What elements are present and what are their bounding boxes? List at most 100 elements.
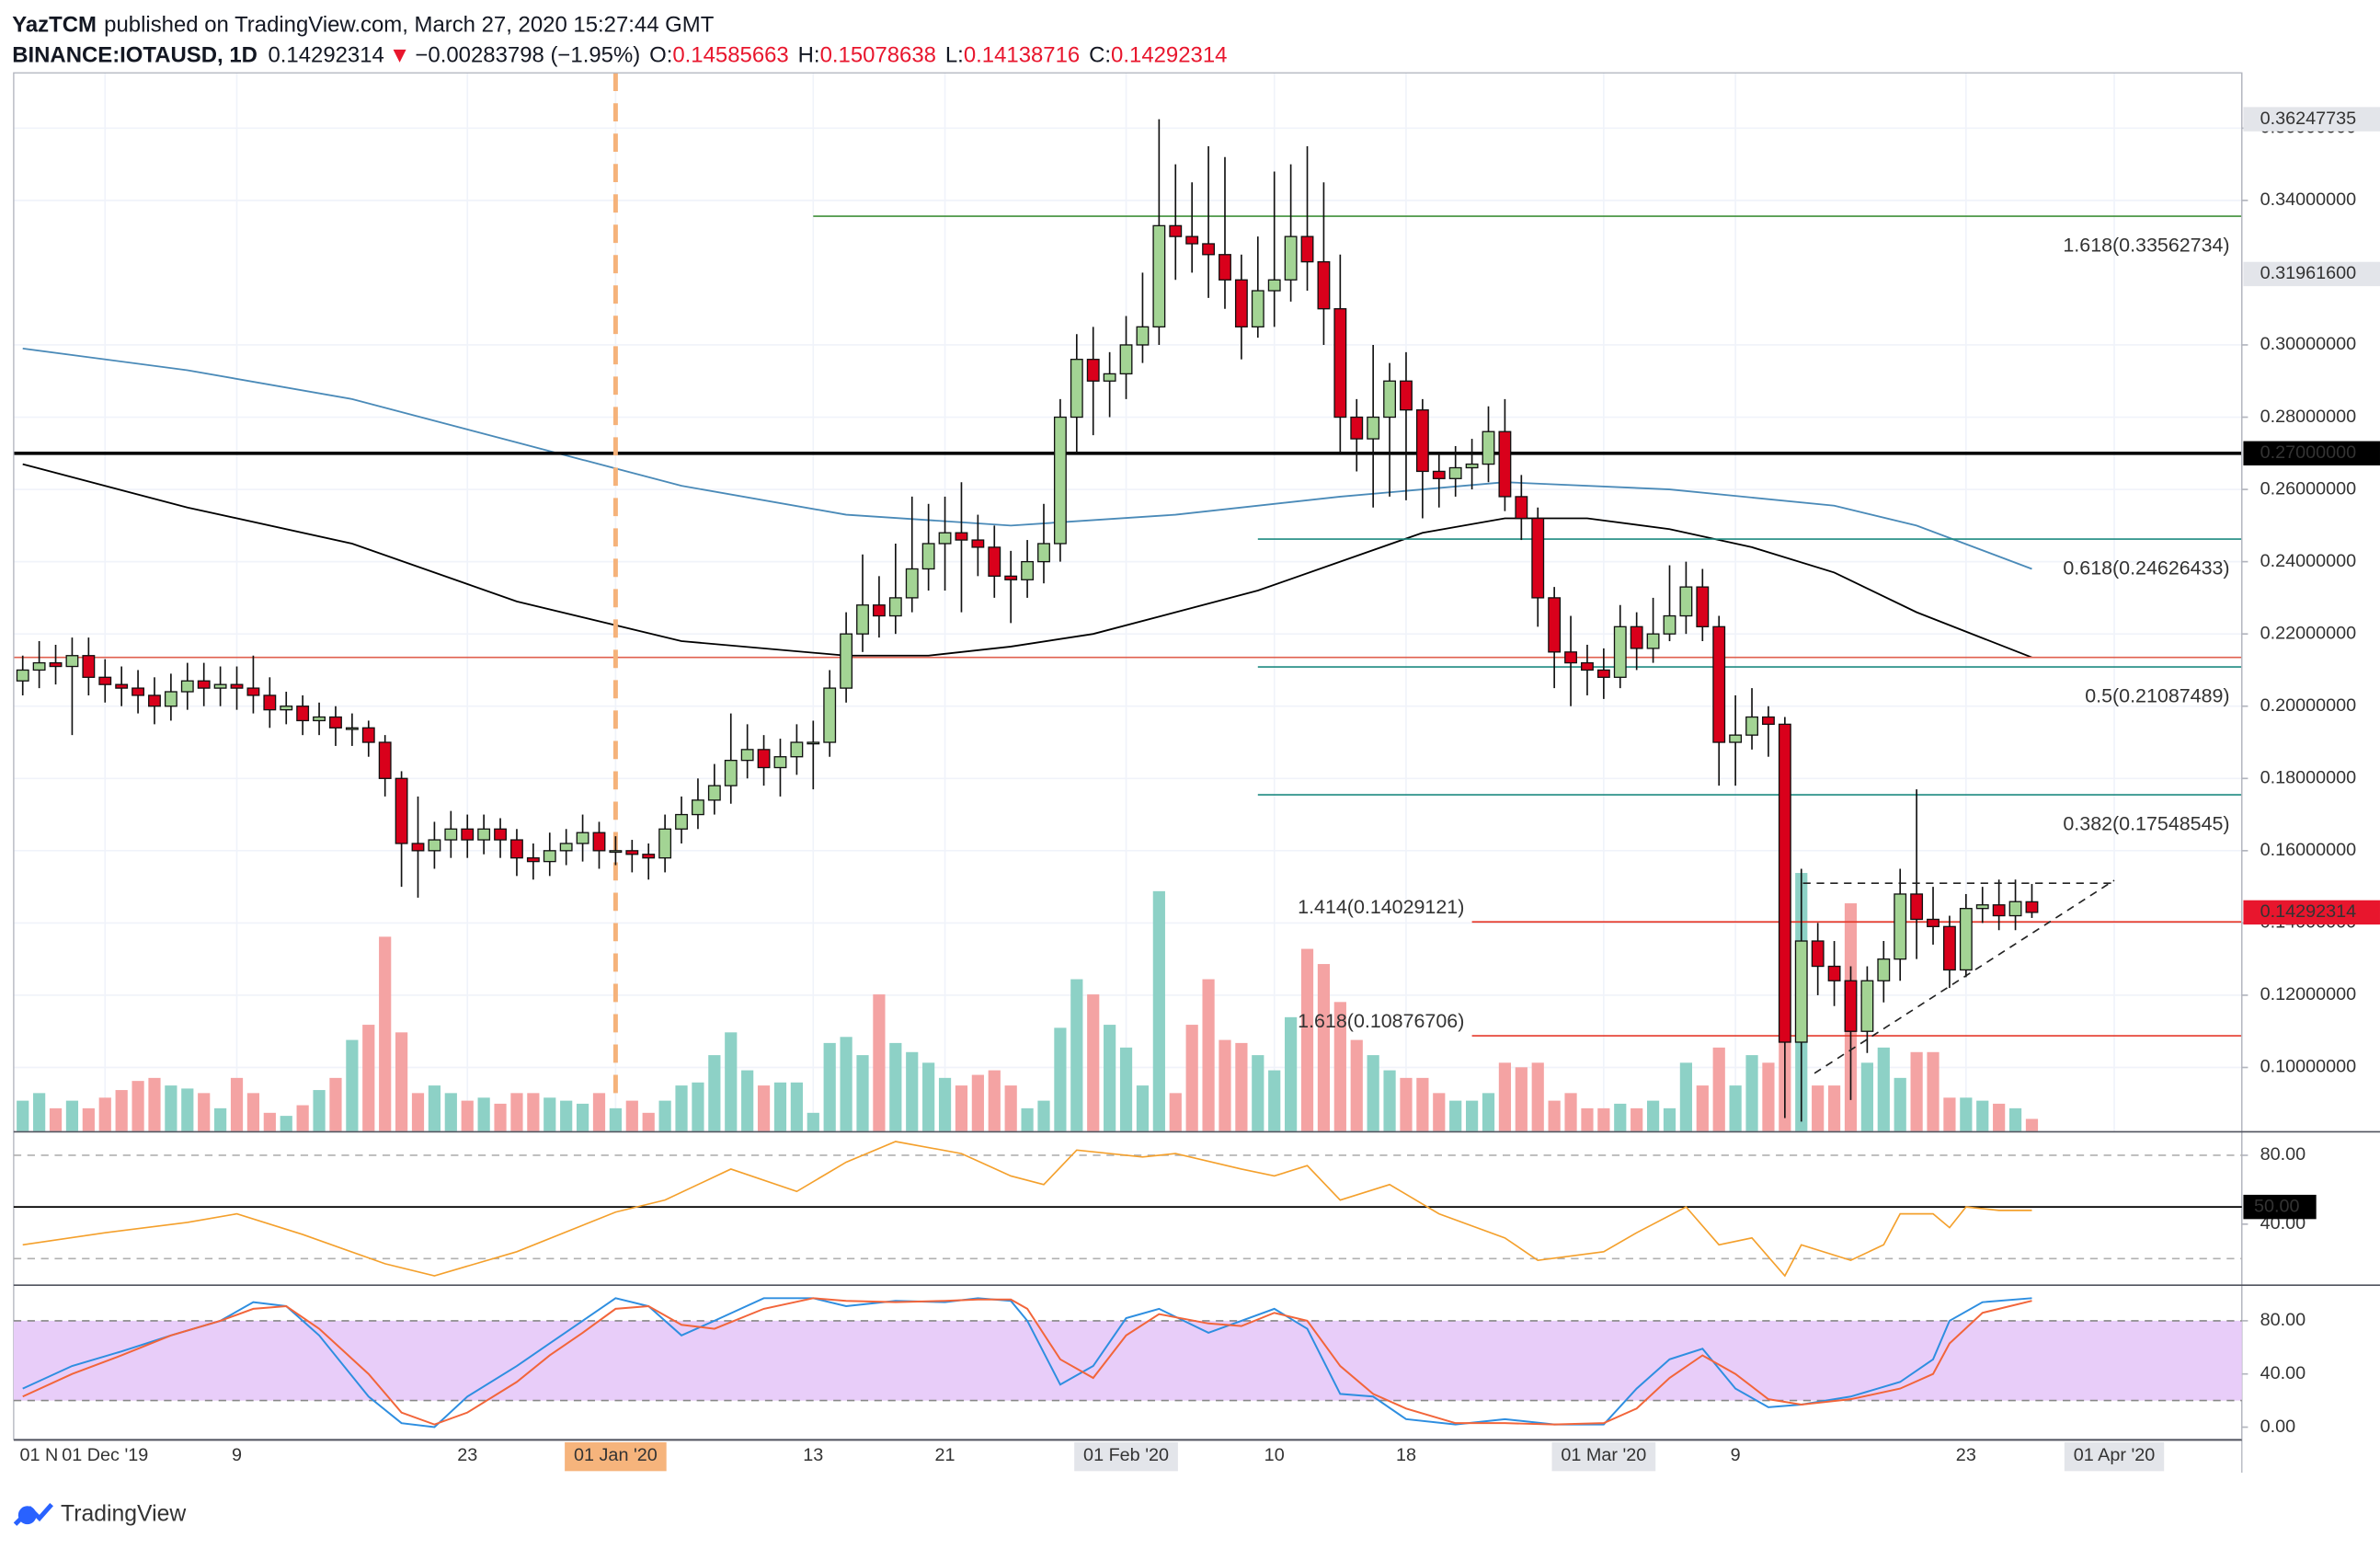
volume-bar bbox=[1745, 1055, 1758, 1131]
stoch-line bbox=[22, 1297, 2032, 1429]
candle-body bbox=[1564, 651, 1577, 664]
header-line-2: BINANCE:IOTAUSD, 1D 0.14292314 ▼ −0.0028379… bbox=[12, 43, 1227, 68]
candle-body bbox=[1267, 279, 1281, 292]
volume-bar bbox=[1070, 979, 1083, 1131]
volume-bar bbox=[1202, 979, 1215, 1131]
volume-bar bbox=[1877, 1047, 1890, 1131]
volume-bar bbox=[1927, 1051, 1939, 1131]
volume-bar bbox=[1037, 1100, 1050, 1131]
fib-level-label: 0.5(0.21087489) bbox=[2085, 685, 2229, 707]
candle-body bbox=[1136, 326, 1150, 346]
x-tick-label: 21 bbox=[935, 1445, 955, 1465]
candle-body bbox=[1581, 661, 1594, 671]
volume-bar bbox=[1498, 1062, 1512, 1131]
ohlc-value: 0.14292314 bbox=[1111, 43, 1227, 68]
volume-bar bbox=[741, 1070, 754, 1131]
volume-bar bbox=[346, 1039, 359, 1131]
ohlc-key: H: bbox=[798, 43, 820, 68]
volume-bar bbox=[49, 1107, 63, 1131]
volume-bar bbox=[165, 1085, 177, 1131]
stoch-tick-label: 40.00 bbox=[2260, 1363, 2306, 1383]
candle-body bbox=[872, 604, 886, 617]
candle-body bbox=[1927, 918, 1939, 927]
candle-body bbox=[823, 687, 837, 743]
volume-bar bbox=[658, 1100, 671, 1131]
volume-bar bbox=[1631, 1107, 1643, 1131]
candle-body bbox=[1877, 958, 1891, 981]
price-label: 0.36247735 bbox=[2260, 109, 2357, 129]
volume-bar bbox=[725, 1032, 738, 1131]
candle-body bbox=[1415, 409, 1429, 473]
volume-bar bbox=[1400, 1077, 1413, 1131]
x-tick-label: 01 Feb '20 bbox=[1083, 1445, 1169, 1465]
candle-body bbox=[1794, 940, 1808, 1043]
x-tick-label: 23 bbox=[1956, 1445, 1976, 1465]
candle-body bbox=[1482, 430, 1495, 465]
candle-body bbox=[1152, 224, 1166, 327]
rsi-line bbox=[22, 1141, 2032, 1278]
volume-bar bbox=[1416, 1077, 1429, 1131]
last-price: 0.14292314 bbox=[268, 43, 383, 68]
footer-logo bbox=[13, 1502, 53, 1526]
candle-body bbox=[115, 683, 129, 689]
volume-bar bbox=[1317, 964, 1331, 1131]
volume-bar bbox=[971, 1074, 984, 1131]
volume-bar bbox=[922, 1062, 935, 1131]
candle-body bbox=[888, 597, 902, 617]
candle-body bbox=[807, 741, 820, 745]
candle-body bbox=[197, 680, 211, 689]
volume-bar bbox=[840, 1037, 852, 1131]
y-tick-label: 0.22000000 bbox=[2260, 623, 2357, 643]
volume-bar bbox=[592, 1093, 606, 1131]
candle-body bbox=[1992, 904, 2006, 917]
fib-level-label: 1.618(0.33562734) bbox=[2063, 235, 2229, 257]
price-pane bbox=[13, 73, 2242, 1131]
candle-body bbox=[1679, 586, 1693, 617]
x-tick-box bbox=[2064, 1441, 2165, 1472]
candle-body bbox=[576, 832, 589, 844]
volume-bar bbox=[313, 1090, 326, 1131]
volume-bar bbox=[296, 1105, 309, 1131]
volume-bar bbox=[1894, 1077, 1906, 1131]
volume-bar bbox=[1152, 890, 1165, 1131]
volume-bar bbox=[823, 1042, 836, 1131]
candle-body bbox=[1070, 359, 1083, 419]
volume-bar bbox=[1252, 1055, 1264, 1131]
candle-body bbox=[1745, 716, 1758, 736]
candle-body bbox=[1053, 416, 1067, 545]
volume-bar bbox=[1597, 1107, 1610, 1131]
x-tick-box bbox=[1074, 1441, 1178, 1472]
volume-bar bbox=[1943, 1097, 1956, 1131]
volume-bar bbox=[214, 1107, 227, 1131]
candle-body bbox=[526, 857, 540, 863]
candle-body bbox=[1548, 597, 1562, 653]
candle-body bbox=[98, 676, 112, 685]
volume-bar bbox=[181, 1088, 194, 1131]
moving-average bbox=[22, 348, 2032, 570]
candle-body bbox=[1762, 716, 1775, 726]
fib-level-label: 0.382(0.17548545) bbox=[2063, 813, 2229, 835]
candle-body bbox=[543, 850, 556, 863]
volume-bar bbox=[1449, 1100, 1462, 1131]
volume-bar bbox=[1812, 1085, 1825, 1131]
candle-body bbox=[1696, 586, 1710, 627]
volume-bar bbox=[280, 1116, 292, 1131]
y-tick-label: 0.16000000 bbox=[2260, 840, 2357, 860]
candle-body bbox=[1729, 734, 1743, 743]
volume-bar bbox=[988, 1070, 1001, 1131]
ohlc-value: 0.14138716 bbox=[964, 43, 1080, 68]
volume-bar bbox=[609, 1107, 622, 1131]
candle-body bbox=[246, 687, 260, 696]
candle-body bbox=[345, 727, 359, 730]
volume-bar bbox=[625, 1100, 638, 1131]
candle-body bbox=[1432, 470, 1446, 479]
candle-body bbox=[1202, 243, 1216, 256]
candle-body bbox=[905, 568, 919, 599]
candle-body bbox=[395, 777, 408, 844]
ohlc-value: 0.14585663 bbox=[672, 43, 788, 68]
volume-bar bbox=[2025, 1119, 2039, 1131]
volume-bar bbox=[527, 1093, 540, 1131]
volume-bar bbox=[1663, 1107, 1676, 1131]
candle-body bbox=[988, 546, 1001, 577]
